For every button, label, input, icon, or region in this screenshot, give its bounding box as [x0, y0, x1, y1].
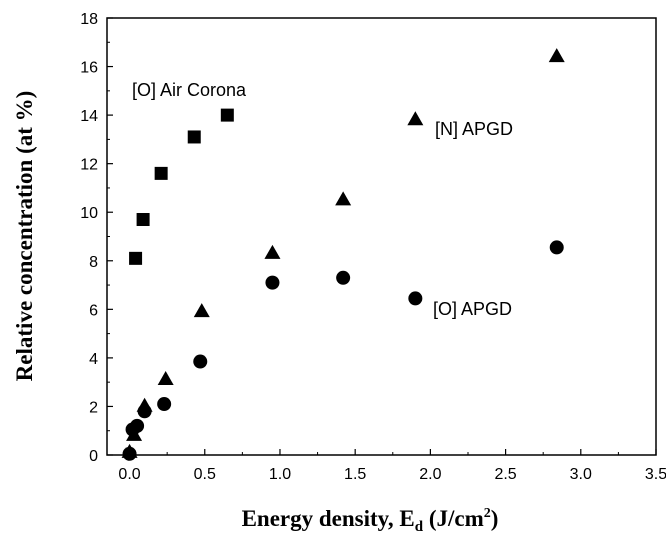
- plot-frame: [106, 17, 657, 456]
- data-point-o-air-corona: [220, 108, 234, 122]
- data-point-o-air-corona: [154, 166, 168, 180]
- data-point-n-apgd: [407, 111, 424, 126]
- data-point-o-apgd: [130, 418, 145, 433]
- y-axis-title: Relative concentration (at %): [12, 91, 37, 382]
- y-tick-label: 10: [80, 205, 98, 222]
- data-point-o-air-corona: [136, 213, 150, 227]
- data-point-n-apgd: [335, 191, 352, 206]
- y-tick-label: 6: [89, 302, 98, 319]
- data-point-o-apgd: [193, 354, 208, 369]
- x-tick-label: 1.0: [269, 466, 291, 483]
- x-tick-label: 0.5: [194, 466, 216, 483]
- x-tick-label: 0.0: [118, 466, 140, 483]
- data-point-o-air-corona: [187, 130, 201, 144]
- chart-marks: [121, 48, 565, 461]
- data-point-o-apgd: [336, 270, 351, 285]
- y-tick-label: 2: [89, 399, 98, 416]
- data-point-n-apgd: [157, 371, 174, 386]
- annotation-o-air-corona: [O] Air Corona: [132, 80, 247, 100]
- x-tick-label: 1.5: [344, 466, 366, 483]
- annotation-o-apgd: [O] APGD: [433, 299, 512, 319]
- y-tick-label: 0: [89, 448, 98, 465]
- data-point-o-apgd: [137, 404, 152, 419]
- y-tick-label: 8: [89, 254, 98, 271]
- y-tick-label: 14: [80, 108, 98, 125]
- data-point-o-apgd: [408, 291, 423, 306]
- x-tick-label: 3.5: [645, 466, 666, 483]
- data-point-n-apgd: [193, 303, 210, 318]
- data-point-o-apgd: [265, 275, 280, 290]
- y-tick-label: 16: [80, 60, 98, 77]
- y-tick-label: 12: [80, 157, 98, 174]
- x-tick-label: 2.5: [494, 466, 516, 483]
- data-point-o-apgd: [157, 397, 172, 412]
- data-point-n-apgd: [264, 244, 281, 259]
- data-point-n-apgd: [548, 48, 565, 63]
- data-point-o-air-corona: [129, 251, 143, 265]
- axis-ticks: 0.0 0.5 1.0 1.5 2.0 2.5 3.0 3.5 0 2 4 6 8 10 12 14 16 18: [80, 11, 666, 483]
- x-axis-title: Energy density, Ed (J/cm2): [242, 506, 499, 535]
- y-tick-label: 4: [89, 351, 98, 368]
- y-tick-label: 18: [80, 11, 98, 28]
- x-tick-label: 2.0: [419, 466, 441, 483]
- x-tick-label: 3.0: [570, 466, 592, 483]
- data-point-o-apgd: [549, 240, 564, 255]
- annotation-n-apgd: [N] APGD: [435, 119, 513, 139]
